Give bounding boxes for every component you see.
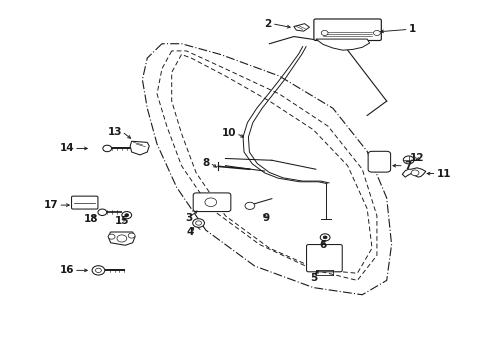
Circle shape: [122, 212, 132, 219]
Circle shape: [403, 156, 414, 164]
Text: 1: 1: [409, 24, 416, 35]
Text: 15: 15: [115, 216, 129, 226]
Circle shape: [117, 235, 127, 242]
Circle shape: [321, 31, 328, 36]
Circle shape: [196, 221, 201, 225]
Text: 14: 14: [59, 143, 74, 153]
Circle shape: [245, 202, 255, 210]
Circle shape: [205, 198, 217, 207]
Text: 12: 12: [410, 153, 424, 163]
Circle shape: [373, 31, 380, 36]
Polygon shape: [294, 24, 310, 31]
Text: 13: 13: [107, 127, 122, 136]
Text: 9: 9: [263, 213, 270, 223]
FancyBboxPatch shape: [72, 196, 98, 209]
Circle shape: [411, 170, 419, 176]
FancyBboxPatch shape: [314, 19, 381, 41]
Polygon shape: [108, 232, 135, 245]
Text: 11: 11: [437, 168, 451, 179]
FancyBboxPatch shape: [368, 151, 391, 172]
Text: 16: 16: [59, 265, 74, 275]
Circle shape: [320, 234, 330, 241]
Polygon shape: [316, 39, 369, 50]
FancyBboxPatch shape: [193, 193, 231, 212]
Circle shape: [193, 219, 204, 227]
Polygon shape: [130, 141, 149, 155]
Text: 6: 6: [319, 240, 327, 250]
Circle shape: [108, 234, 115, 239]
Text: 3: 3: [185, 213, 193, 222]
Text: 5: 5: [310, 273, 317, 283]
Text: 2: 2: [265, 19, 272, 29]
Circle shape: [98, 209, 107, 216]
Text: 7: 7: [404, 161, 411, 171]
Circle shape: [103, 145, 112, 152]
Text: 18: 18: [84, 215, 98, 224]
Polygon shape: [402, 168, 426, 177]
Circle shape: [323, 236, 327, 239]
Circle shape: [128, 233, 135, 238]
Circle shape: [125, 214, 129, 217]
FancyBboxPatch shape: [307, 244, 342, 272]
Text: 4: 4: [187, 227, 194, 237]
Text: 8: 8: [202, 158, 210, 168]
Text: 17: 17: [44, 200, 58, 210]
Circle shape: [96, 268, 101, 273]
Circle shape: [92, 266, 105, 275]
Text: 10: 10: [221, 129, 236, 138]
